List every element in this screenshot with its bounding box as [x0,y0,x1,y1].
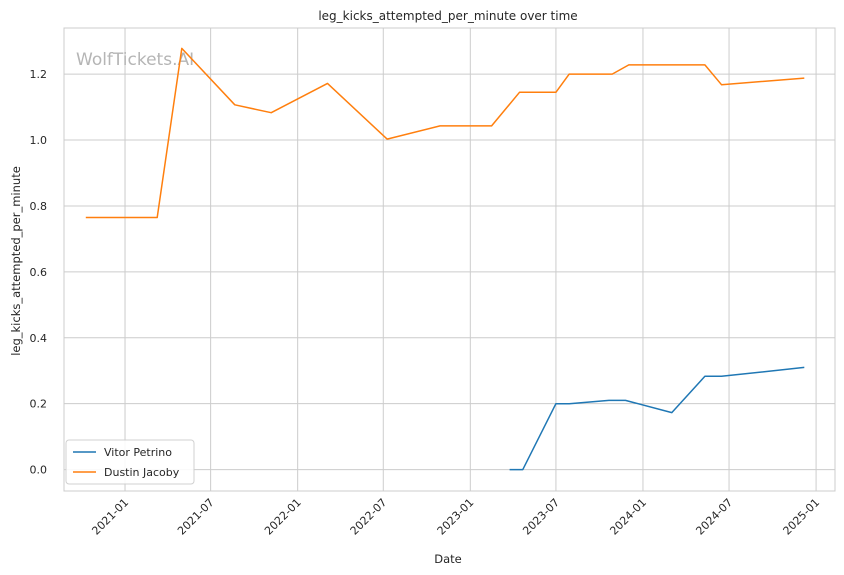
series-line-vitor-petrino [509,366,805,471]
y-axis-ticks: 0.0 0.2 0.4 0.6 0.8 1.0 1.2 [30,68,48,476]
legend: Vitor Petrino Dustin Jacoby [65,439,195,485]
legend-box [65,439,195,485]
y-tick-label: 0.4 [30,332,48,345]
y-tick-label: 1.0 [30,134,48,147]
watermark: WolfTickets.AI [76,50,194,70]
plot-frame [63,27,836,492]
legend-label-dustin-jacoby: Dustin Jacoby [104,466,180,479]
y-tick-label: 0.8 [30,200,48,213]
x-axis-title: Date [434,552,462,566]
chart-title: leg_kicks_attempted_per_minute over time [318,9,577,23]
series-line-dustin-jacoby [85,47,805,219]
legend-label-vitor-petrino: Vitor Petrino [104,446,172,459]
grid-lines [64,28,835,491]
y-tick-label: 0.0 [30,464,48,477]
y-tick-label: 0.2 [30,398,48,411]
series-layer [85,47,805,471]
y-tick-label: 0.6 [30,266,48,279]
y-axis-title: leg_kicks_attempted_per_minute [9,166,23,356]
y-tick-label: 1.2 [30,68,48,81]
